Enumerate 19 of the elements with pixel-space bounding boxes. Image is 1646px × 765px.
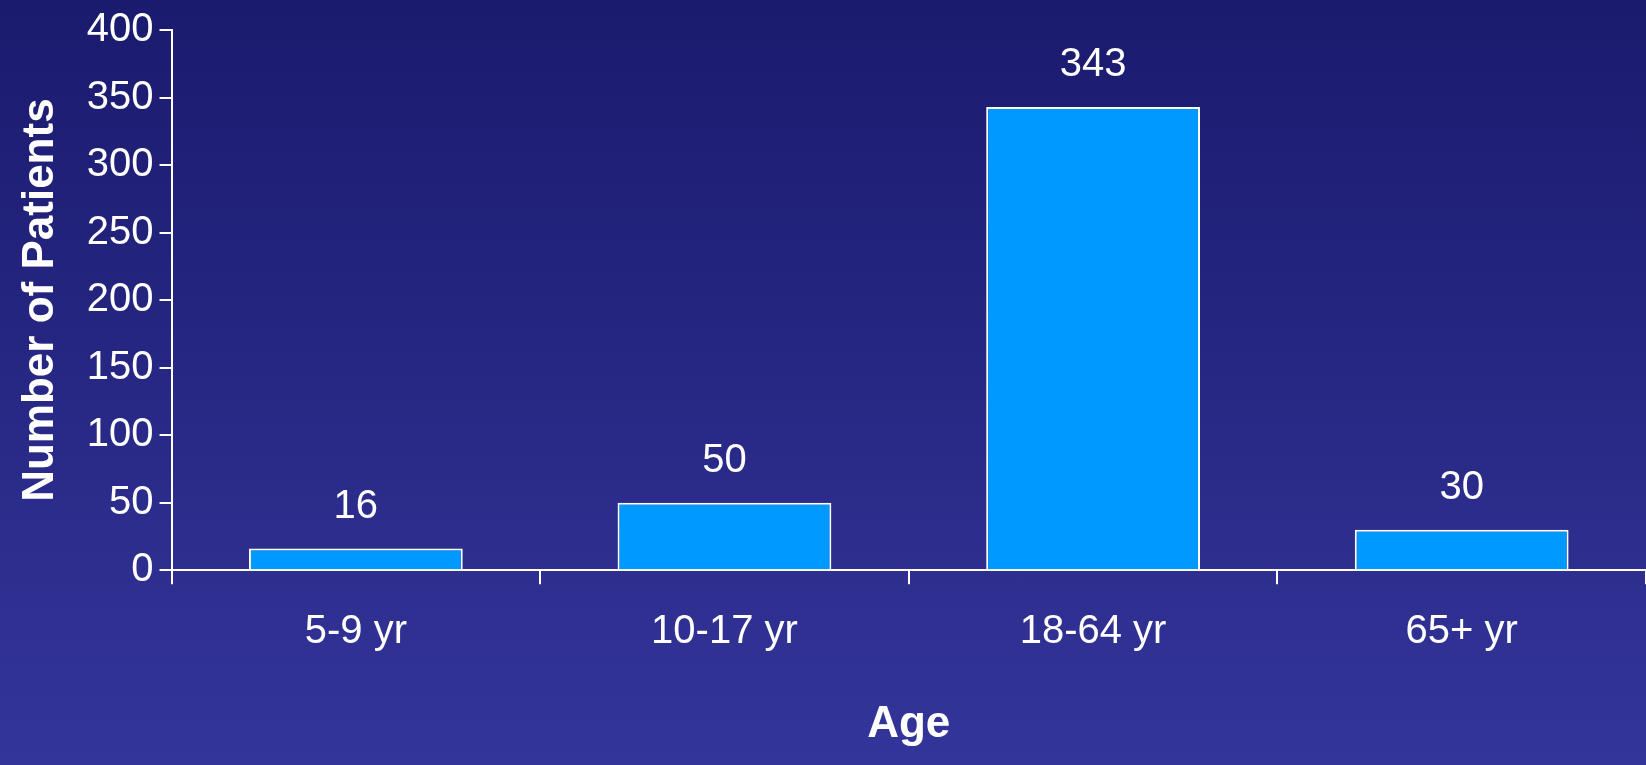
y-tick-label: 300 (86, 140, 154, 185)
y-tick-label: 150 (86, 342, 154, 387)
y-tick-label: 0 (131, 545, 154, 590)
y-axis-title: Number of Patients (12, 98, 62, 502)
x-tick-label: 18-64 yr (1019, 607, 1167, 652)
x-tick-label: 65+ yr (1405, 607, 1518, 652)
x-tick-label: 10-17 yr (651, 607, 798, 652)
y-tick-label: 200 (86, 275, 154, 320)
data-label: 30 (1439, 462, 1484, 507)
y-tick-label: 350 (86, 72, 154, 117)
data-label: 343 (1059, 40, 1127, 85)
x-tick-label: 5-9 yr (304, 607, 407, 652)
y-tick-label: 100 (86, 410, 154, 455)
y-tick-label: 400 (86, 5, 154, 50)
y-tick-label: 250 (86, 207, 154, 252)
y-tick-label: 50 (109, 477, 154, 522)
data-label: 16 (333, 481, 379, 526)
x-axis-title: Age (867, 696, 951, 746)
data-label: 50 (702, 435, 747, 480)
